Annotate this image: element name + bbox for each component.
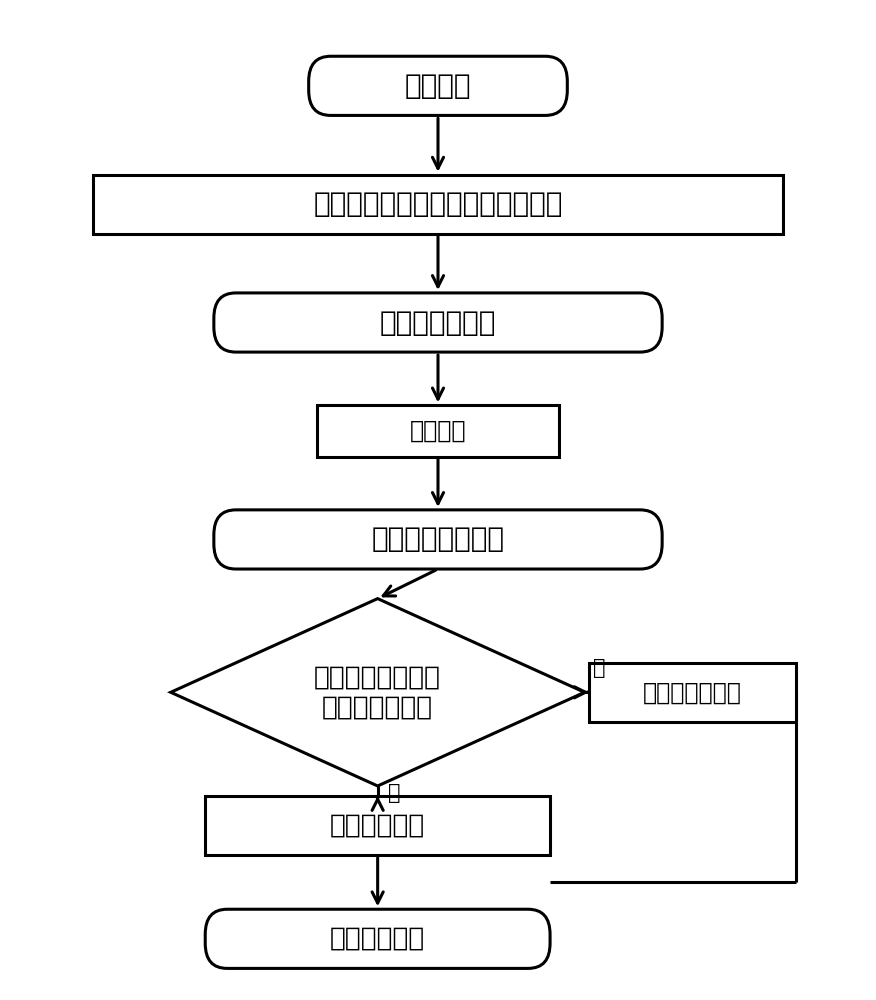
Bar bbox=[205, 796, 550, 855]
Text: 是: 是 bbox=[593, 658, 605, 678]
Text: 特定模板匹配: 特定模板匹配 bbox=[330, 812, 425, 838]
Bar bbox=[317, 405, 559, 457]
Text: 视盘定位信息: 视盘定位信息 bbox=[330, 926, 425, 952]
Text: ６个最终血管集: ６个最终血管集 bbox=[380, 308, 496, 336]
Text: 取重叠区域中心: 取重叠区域中心 bbox=[643, 680, 742, 704]
Text: ３个或３个以上最
终收敛区域重合: ３个或３个以上最 终收敛区域重合 bbox=[314, 664, 442, 720]
Text: 眼底图像: 眼底图像 bbox=[405, 72, 471, 100]
Bar bbox=[93, 175, 783, 234]
FancyBboxPatch shape bbox=[214, 510, 662, 569]
Polygon shape bbox=[171, 599, 584, 786]
Bar bbox=[589, 663, 795, 722]
Text: ６个最终收敛区域: ６个最终收敛区域 bbox=[371, 525, 505, 553]
Text: 否: 否 bbox=[388, 783, 400, 803]
Text: 基于６个二値化阈値进行血管分割: 基于６个二値化阈値进行血管分割 bbox=[314, 190, 562, 218]
Text: 模糊收敛: 模糊收敛 bbox=[410, 419, 466, 443]
FancyBboxPatch shape bbox=[205, 909, 550, 968]
FancyBboxPatch shape bbox=[308, 56, 568, 115]
FancyBboxPatch shape bbox=[214, 293, 662, 352]
